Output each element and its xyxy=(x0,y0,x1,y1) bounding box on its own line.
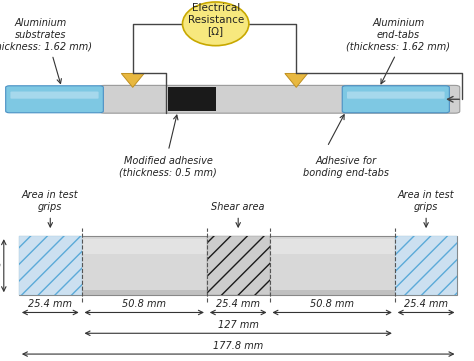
Text: Shear area: Shear area xyxy=(211,202,265,212)
FancyBboxPatch shape xyxy=(10,92,99,99)
Bar xyxy=(19,236,457,295)
FancyBboxPatch shape xyxy=(100,86,460,113)
Bar xyxy=(19,239,457,254)
FancyBboxPatch shape xyxy=(342,86,449,113)
Text: 25.4 mm: 25.4 mm xyxy=(0,261,1,271)
Bar xyxy=(19,291,457,295)
Text: Modified adhesive
(thickness: 0.5 mm): Modified adhesive (thickness: 0.5 mm) xyxy=(119,156,217,178)
Text: 50.8 mm: 50.8 mm xyxy=(310,299,354,309)
Text: Electrical
Resistance
[Ω]: Electrical Resistance [Ω] xyxy=(188,3,244,36)
Text: 25.4 mm: 25.4 mm xyxy=(28,299,72,309)
Bar xyxy=(168,87,216,111)
Text: 25.4 mm: 25.4 mm xyxy=(404,299,448,309)
Text: Aluminium
substrates
(thickness: 1.62 mm): Aluminium substrates (thickness: 1.62 mm… xyxy=(0,18,92,51)
Text: Aluminium
end-tabs
(thickness: 1.62 mm): Aluminium end-tabs (thickness: 1.62 mm) xyxy=(346,18,450,51)
Ellipse shape xyxy=(182,2,249,46)
Text: 50.8 mm: 50.8 mm xyxy=(122,299,166,309)
Text: Area in test
grips: Area in test grips xyxy=(22,190,79,212)
FancyBboxPatch shape xyxy=(6,86,103,113)
Bar xyxy=(19,236,82,295)
Text: Adhesive for
bonding end-tabs: Adhesive for bonding end-tabs xyxy=(303,156,389,178)
Polygon shape xyxy=(285,73,308,87)
Text: 177.8 mm: 177.8 mm xyxy=(213,340,264,351)
Bar xyxy=(395,236,457,295)
Text: 127 mm: 127 mm xyxy=(218,320,259,330)
FancyBboxPatch shape xyxy=(347,92,445,99)
Bar xyxy=(207,236,270,295)
Bar xyxy=(207,236,270,295)
Text: Area in test
grips: Area in test grips xyxy=(398,190,455,212)
Bar xyxy=(395,236,457,295)
Bar xyxy=(19,236,82,295)
Text: 25.4 mm: 25.4 mm xyxy=(216,299,260,309)
Polygon shape xyxy=(121,73,144,87)
